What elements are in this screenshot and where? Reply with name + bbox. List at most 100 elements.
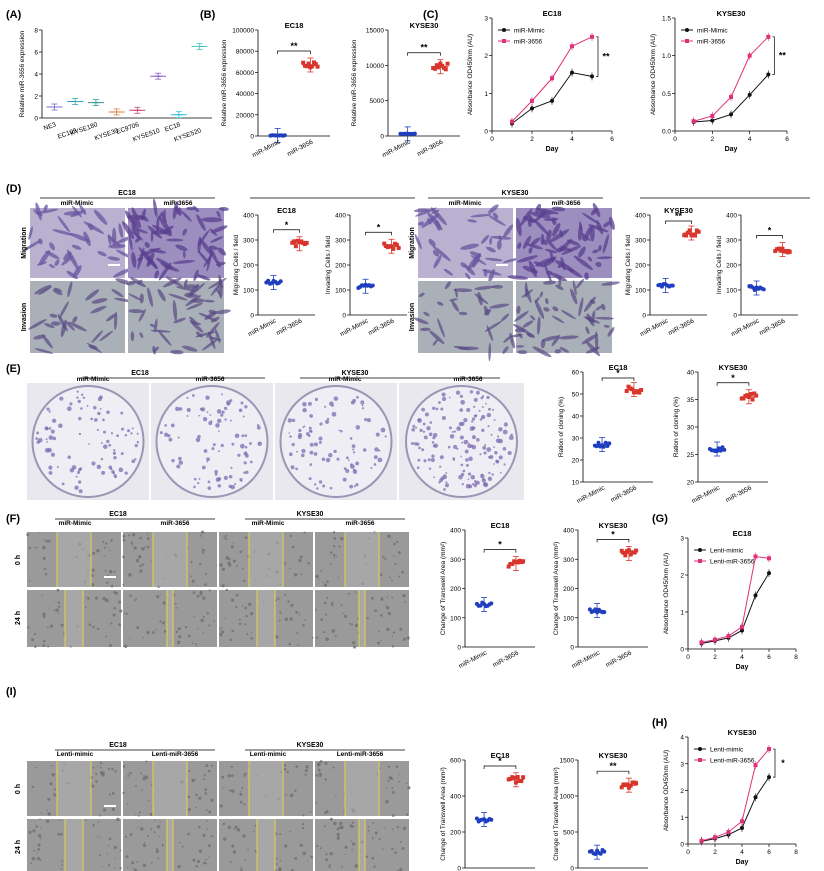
x-tick-label: 4 [740,654,744,661]
significance-bracket [596,770,630,775]
panel-letter: (B) [200,9,216,21]
data-point [722,447,727,452]
y-axis-label: Ration of cloning (%) [558,397,565,457]
group-header: miR-3656 [161,520,190,527]
group-header: miR-3656 [454,376,483,383]
x-tick-label: 4 [748,136,752,143]
data-point [634,781,639,786]
legend-marker [698,747,702,751]
data-point [521,775,526,780]
series-line [701,572,770,644]
y-tick-label: 0 [733,313,737,320]
data-point [570,44,574,49]
chart-title: EC18 [277,206,296,215]
x-tick-label: miR-Mimic [381,138,412,159]
data-point [521,559,526,564]
data-point [628,552,633,557]
y-tick-label: 2 [680,573,684,580]
data-point [598,851,603,856]
y-tick-label: 100 [563,615,574,622]
data-group [587,603,607,618]
wound-healing-image [315,590,410,649]
panel-letter: (C) [423,9,439,21]
micrograph-migration [22,202,133,280]
x-tick-label: 4 [740,849,744,856]
legend-label: Lenti-miR-3656 [710,559,755,566]
y-tick-label: 0 [342,313,346,320]
data-point [313,61,318,66]
y-tick-label: 200 [726,263,737,270]
data-group [707,441,727,457]
data-point [391,246,396,251]
y-tick-label: 400 [563,528,574,535]
y-tick-label: 4 [680,735,684,742]
y-tick-label: 200 [450,830,461,837]
significance-bracket [773,748,776,778]
data-point [266,278,271,283]
legend-label: miR-3656 [514,39,543,46]
x-tick-label: 2 [530,136,534,143]
y-tick-label: 1.5 [662,16,671,23]
y-tick-label: 300 [450,557,461,564]
data-point [741,396,746,401]
data-point [767,556,771,561]
data-group [382,238,401,254]
chart-d3: 0 100 200 300 400 Migrating Cells / field KYSE… [625,206,707,338]
data-point [382,241,387,246]
y-tick-label: 0.0 [662,129,671,136]
data-group [87,99,104,106]
y-tick-label: 2 [680,788,684,795]
data-point [590,34,594,39]
panel-letter: (H) [652,717,668,729]
group-header: miR-3656 [346,520,375,527]
data-point [434,63,439,68]
micrograph-migration [413,204,521,283]
group-header: miR-Mimic [61,200,94,207]
data-point [684,233,689,238]
chart-d1: 0 100 200 300 400 Migrating Cells / field EC18… [233,206,315,338]
y-tick-label: 600 [450,758,461,765]
data-point [370,283,375,288]
y-tick-label: 0 [570,866,574,871]
data-point [740,819,744,824]
wound-healing-image [123,589,217,648]
legend-marker [502,39,506,43]
y-tick-label: 40 [687,370,695,377]
x-tick-label: miR-3656 [758,317,787,337]
y-tick-label: 0 [457,645,461,652]
chart-d4: 0 100 200 300 400 Invading Cells / field miR-M… [716,213,798,338]
significance-marker: ** [609,761,617,771]
data-point [726,829,731,834]
y-axis-label: Change of Transwell Area (mm²) [553,542,560,636]
chart-c2: 0.0 0.5 1.0 1.5 Absorbance OD450nm (AU) KYSE3… [650,9,789,153]
data-group [264,275,283,290]
row-label: Invasion [409,303,416,331]
data-group [290,236,309,252]
wound-healing-image [219,588,314,647]
x-tick-label: miR-3656 [416,138,445,158]
y-tick-label: 400 [726,213,737,220]
row-label: Migration [21,227,28,259]
group-header: miR-Mimic [329,376,362,383]
data-group [656,278,675,293]
data-point [443,67,448,72]
scale-bar [496,264,508,266]
data-point [596,440,601,445]
x-tick-label: miR-Mimic [458,649,489,670]
legend-marker [685,39,689,43]
chart-title: EC18 [543,9,562,18]
data-point [623,553,628,558]
x-tick-label: 0 [686,849,690,856]
x-tick-label: NE3 [43,121,58,132]
significance-bracket [665,220,692,224]
significance-bracket [483,549,517,553]
y-tick-label: 300 [335,238,346,245]
y-axis-label: Invading Cells / field [716,236,723,295]
x-tick-label: 0 [490,136,494,143]
x-tick-label: miR-Mimic [730,317,761,338]
x-tick-label: miR-3656 [367,317,396,337]
data-point [512,775,517,780]
y-tick-label: 6 [34,50,38,57]
